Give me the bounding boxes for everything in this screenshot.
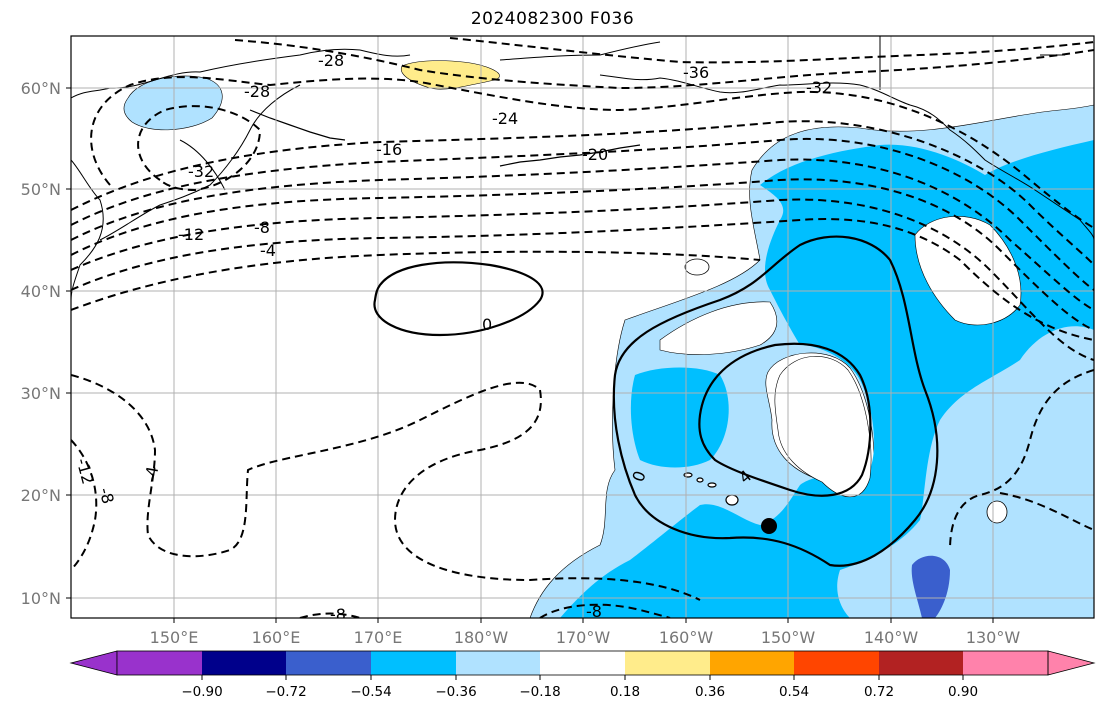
colorbar-segment (117, 651, 202, 675)
colorbar-tick-label: 0.36 (695, 684, 725, 700)
colorbar-min-extension (69, 650, 118, 676)
colorbar-segment (879, 651, 963, 675)
colorbar-tick-label: 0.54 (779, 684, 809, 700)
storm-center-dot (761, 518, 777, 534)
lon-label: 170°W (556, 628, 611, 647)
contour-labels: -28 -28 -36 -32 -24 -16 -20 -32 -12 -8 -… (73, 51, 833, 624)
contour-label: -16 (376, 140, 402, 159)
contour-label: -8 (95, 486, 117, 506)
colorbar-tick-label: 0.18 (610, 684, 640, 700)
colorbar-tick-label: −0.36 (435, 684, 476, 700)
colorbar-segment (710, 651, 794, 675)
lon-label: 140°W (864, 628, 919, 647)
contour-label: 0 (482, 315, 492, 334)
map-title: 2024082300 F036 (470, 9, 635, 29)
lat-label: 20°N (21, 486, 61, 505)
small-island-north (684, 258, 710, 276)
lon-label: 170°E (354, 628, 403, 647)
contour-label: -12 (178, 225, 204, 244)
neutral-anomaly-hole-north (659, 301, 778, 355)
contour-label: -8 (586, 602, 602, 621)
neutral-anomaly-hole-east (914, 215, 1022, 326)
colorbar-segment (625, 651, 710, 675)
colorbar-tick-label: −0.54 (350, 684, 391, 700)
contour-label: -20 (582, 145, 608, 164)
colorbar-max-extension (1047, 650, 1096, 676)
colorbar-tick-label: −0.72 (265, 684, 306, 700)
contour-label: -28 (318, 51, 344, 70)
colorbar-tick-label: 0.90 (948, 684, 978, 700)
colorbar-segment (286, 651, 371, 675)
lon-label: 160°E (252, 628, 301, 647)
coastlines (71, 36, 1094, 301)
negative-contours (71, 37, 1094, 618)
contour-label: -4 (141, 465, 162, 484)
neutral-anomaly-central-overlay (774, 356, 872, 498)
contour-label: -4 (260, 241, 276, 260)
contour-label: -28 (244, 82, 270, 101)
colorbar-segment (963, 651, 1048, 675)
lon-label: 150°E (150, 628, 199, 647)
contour-label: -24 (492, 109, 518, 128)
colorbar-segment (371, 651, 456, 675)
latitude-axis: 60°N 50°N 40°N 30°N 20°N 10°N (21, 79, 71, 608)
positive-contours (373, 235, 939, 567)
contour-label: -32 (806, 78, 832, 97)
small-island-east (986, 500, 1008, 524)
gridlines (71, 36, 1094, 618)
lat-label: 60°N (21, 79, 61, 98)
lon-label: 150°W (761, 628, 816, 647)
aleutian-islands (249, 109, 641, 167)
colorbar-tick-label: −0.90 (181, 684, 222, 700)
colorbar-segment (794, 651, 879, 675)
colorbar-segment (456, 651, 540, 675)
colorbar-tick-label: 0.72 (864, 684, 894, 700)
lon-label: 130°W (966, 628, 1021, 647)
lat-label: 50°N (21, 180, 61, 199)
colorbar-tick-label: −0.18 (519, 684, 560, 700)
contour-label: -8 (254, 218, 270, 237)
royal-blue-anomaly-fill (911, 555, 950, 618)
lon-label: 160°W (659, 628, 714, 647)
colorbar: −0.90 −0.72 −0.54 −0.36 −0.18 0.18 0.36 … (69, 650, 1096, 700)
colorbar-segment (202, 651, 286, 675)
contour-label: -32 (188, 162, 214, 181)
colorbar-segment (540, 651, 625, 675)
longitude-axis: 150°E 160°E 170°E 180°W 170°W 160°W 150°… (150, 618, 1021, 647)
contour-label: -36 (683, 63, 709, 82)
lat-label: 40°N (21, 282, 61, 301)
lat-label: 10°N (21, 589, 61, 608)
lon-label: 180°W (454, 628, 509, 647)
lat-label: 30°N (21, 384, 61, 403)
map-content: -28 -28 -36 -32 -24 -16 -20 -32 -12 -8 -… (71, 36, 1094, 624)
contour-label: -8 (330, 605, 346, 624)
